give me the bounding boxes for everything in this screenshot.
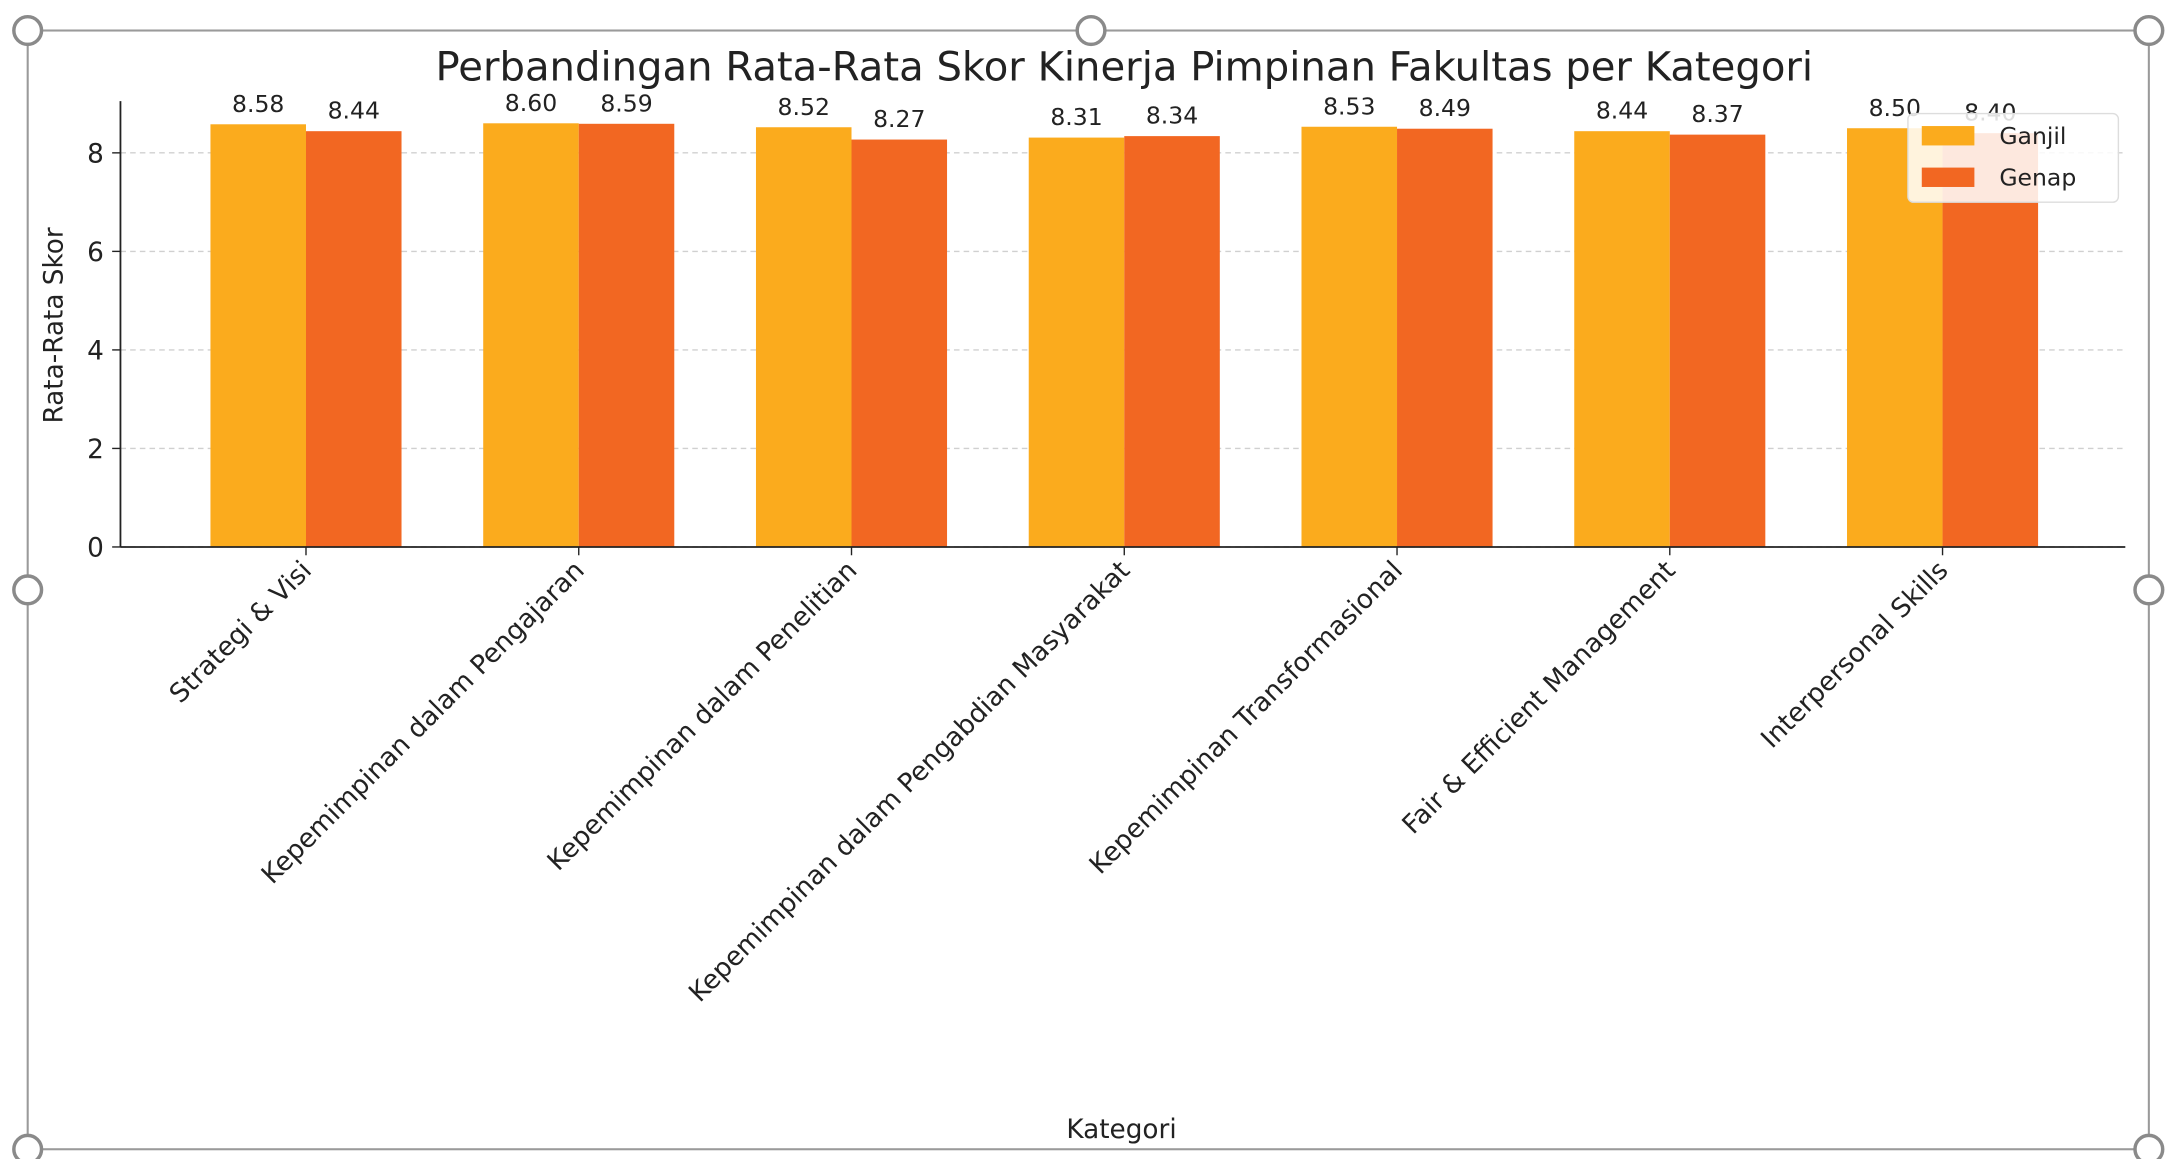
x-tick-label: Kepemimpinan Transformasional	[1084, 556, 1409, 881]
y-tick-label: 6	[87, 238, 104, 268]
value-label: 8.49	[1419, 94, 1471, 122]
handle[interactable]	[2133, 574, 2165, 606]
bar	[1301, 126, 1398, 547]
x-tick-label: Kepemimpinan dalam Penelitian	[542, 556, 863, 877]
legend-swatch	[1921, 126, 1975, 146]
legend-label: Genap	[1999, 164, 2076, 192]
bar	[1574, 131, 1670, 547]
legend-swatch	[1921, 167, 1975, 187]
value-label: 8.44	[328, 97, 380, 125]
y-tick-label: 0	[87, 534, 104, 564]
value-label: 8.34	[1146, 102, 1198, 130]
value-label: 8.60	[505, 89, 557, 117]
x-tick-label: Fair & Efficient Management	[1397, 556, 1682, 841]
value-label: 8.52	[778, 93, 830, 121]
value-label: 8.27	[873, 105, 925, 133]
y-axis-label: Rata-Rata Skor	[39, 227, 69, 423]
bar	[851, 139, 948, 547]
handle[interactable]	[12, 574, 44, 606]
y-tick-label: 4	[87, 337, 104, 367]
x-tick-label: Kepemimpinan dalam Pengajaran	[256, 556, 591, 891]
bar	[210, 124, 306, 547]
bar	[1124, 136, 1220, 547]
value-label: 8.44	[1596, 97, 1648, 125]
handle[interactable]	[12, 1133, 44, 1159]
handle[interactable]	[1075, 14, 1107, 47]
bar	[305, 131, 402, 547]
y-tick-label: 2	[87, 435, 104, 465]
bar	[1669, 134, 1766, 547]
handle[interactable]	[2133, 1133, 2165, 1159]
bar	[1397, 128, 1493, 547]
value-label: 8.59	[600, 89, 652, 117]
x-tick-label: Kepemimpinan dalam Pengabdian Masyarakat	[683, 556, 1136, 1009]
legend-label: Ganjil	[1999, 122, 2066, 150]
handle[interactable]	[12, 14, 44, 47]
value-label: 8.53	[1323, 92, 1375, 120]
bar	[578, 123, 675, 547]
value-label: 8.58	[232, 90, 284, 118]
x-tick-label: Interpersonal Skills	[1756, 556, 1955, 755]
bar	[755, 127, 852, 547]
value-label: 8.37	[1691, 100, 1743, 128]
bar	[483, 123, 579, 547]
chart-title: Perbandingan Rata-Rata Skor Kinerja Pimp…	[435, 44, 1813, 90]
handle[interactable]	[2133, 14, 2165, 47]
value-label: 8.31	[1050, 103, 1102, 131]
y-tick-label: 8	[87, 140, 104, 170]
x-axis-label: Kategori	[1066, 1115, 1176, 1145]
resize-handles[interactable]	[12, 14, 2165, 1159]
bar	[1028, 137, 1125, 547]
x-tick-label: Strategi & Visi	[164, 556, 318, 710]
